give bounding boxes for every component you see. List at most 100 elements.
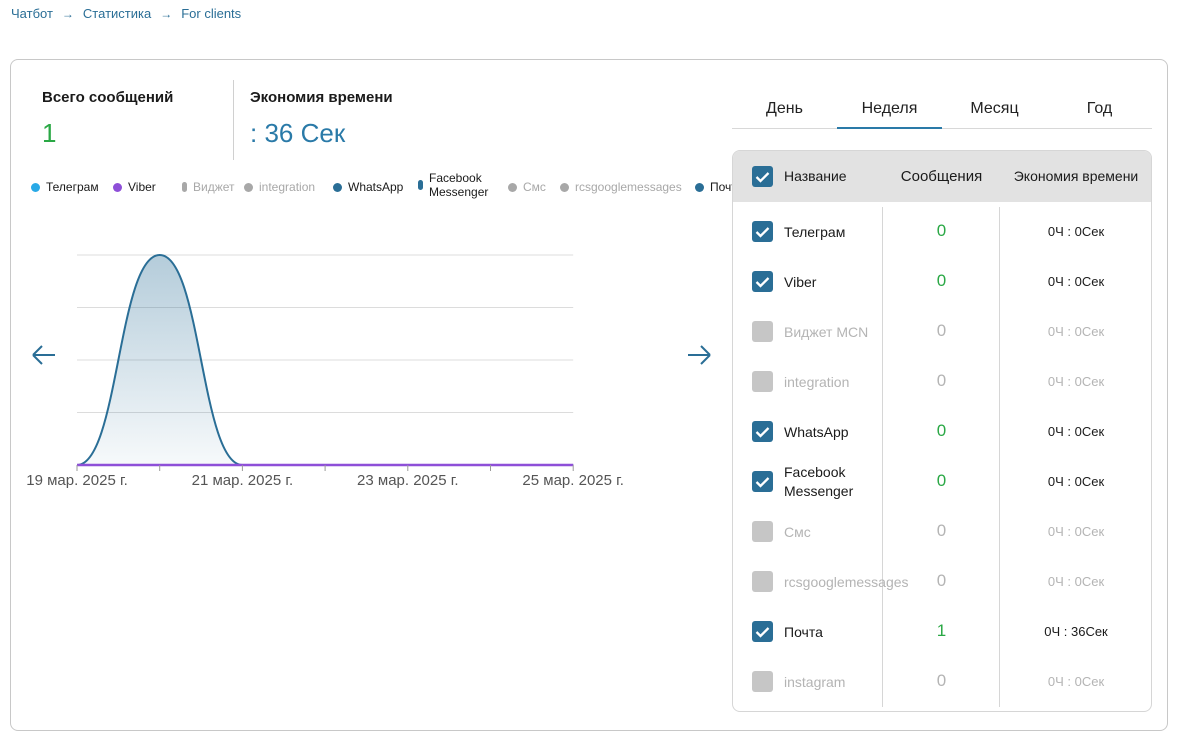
select-all-checkbox[interactable] bbox=[752, 166, 773, 187]
row-checkbox[interactable] bbox=[752, 321, 773, 342]
legend-item[interactable]: Viber bbox=[113, 179, 156, 195]
row-checkbox[interactable] bbox=[752, 471, 773, 492]
legend-label: rcsgooglemessages bbox=[575, 180, 682, 194]
x-tick-label: 19 мар. 2025 г. bbox=[26, 472, 128, 489]
legend-marker bbox=[418, 180, 423, 190]
row-name: rcsgooglemessages bbox=[784, 574, 909, 590]
row-checkbox[interactable] bbox=[752, 421, 773, 442]
row-messages: 0 bbox=[936, 471, 947, 490]
breadcrumb-current[interactable]: For clients bbox=[181, 6, 242, 21]
period-tabs: День Неделя Месяц Год bbox=[732, 90, 1152, 129]
row-saving: 0Ч : 0Сек bbox=[1047, 324, 1105, 339]
row-checkbox[interactable] bbox=[752, 221, 773, 242]
row-messages: 0 bbox=[936, 421, 947, 440]
checkmark-icon bbox=[755, 626, 770, 638]
row-name: Почта bbox=[784, 624, 823, 640]
row-name: Телеграм bbox=[784, 224, 846, 240]
x-tick-label: 21 мар. 2025 г. bbox=[192, 472, 294, 489]
legend-label: Facebook Messenger bbox=[429, 172, 489, 199]
row-messages: 0 bbox=[936, 571, 947, 590]
legend-label: Телеграм bbox=[46, 180, 99, 194]
checkmark-icon bbox=[755, 476, 770, 488]
table-row: Телеграм 0 0Ч : 0Сек bbox=[733, 207, 1151, 257]
legend-item[interactable]: integration bbox=[244, 179, 315, 195]
row-saving: 0Ч : 0Сек bbox=[1047, 274, 1105, 289]
table-row: Виджет MCN 0 0Ч : 0Сек bbox=[733, 307, 1151, 357]
legend-label: Виджет bbox=[193, 180, 235, 194]
table-row: instagram 0 0Ч : 0Сек bbox=[733, 657, 1151, 707]
row-name: instagram bbox=[784, 674, 846, 690]
table-row: integration 0 0Ч : 0Сек bbox=[733, 357, 1151, 407]
tab-2[interactable]: Месяц bbox=[970, 100, 1019, 117]
legend-item[interactable]: Почта bbox=[695, 179, 736, 195]
row-name: Смс bbox=[784, 524, 811, 540]
row-checkbox[interactable] bbox=[752, 371, 773, 392]
tab-3[interactable]: Год bbox=[1086, 100, 1113, 117]
row-saving: 0Ч : 36Сек bbox=[1044, 624, 1108, 639]
legend-item[interactable]: Виджет bbox=[182, 179, 235, 195]
legend-item[interactable]: Телеграм bbox=[31, 179, 99, 195]
total-messages-block: Всего сообщений 1 bbox=[42, 89, 173, 149]
header-name: Название bbox=[784, 168, 847, 184]
legend-marker bbox=[560, 182, 569, 192]
row-saving: 0Ч : 0Сек bbox=[1047, 474, 1105, 489]
x-tick-label: 23 мар. 2025 г. bbox=[357, 472, 459, 489]
row-saving: 0Ч : 0Сек bbox=[1047, 424, 1105, 439]
table-row: Смс 0 0Ч : 0Сек bbox=[733, 507, 1151, 557]
arrow-right-small-icon: → bbox=[61, 6, 74, 21]
legend-marker bbox=[695, 182, 704, 192]
legend-label: Смс bbox=[523, 180, 546, 194]
checkmark-icon bbox=[755, 276, 770, 288]
activity-chart: 19 мар. 2025 г. 21 мар. 2025 г. 23 мар. 20… bbox=[26, 253, 711, 489]
row-checkbox[interactable] bbox=[752, 271, 773, 292]
row-messages: 1 bbox=[936, 621, 947, 640]
table-row: WhatsApp 0 0Ч : 0Сек bbox=[733, 407, 1151, 457]
legend-marker bbox=[508, 182, 517, 192]
time-saving-value: : 36 Сек bbox=[250, 118, 346, 148]
row-saving: 0Ч : 0Сек bbox=[1047, 374, 1105, 389]
time-saving-label: Экономия времени bbox=[250, 89, 393, 106]
column-divider bbox=[999, 207, 1000, 707]
breadcrumb-statistics[interactable]: Статистика bbox=[82, 6, 152, 21]
row-name: Viber bbox=[784, 274, 817, 290]
checkmark-icon bbox=[755, 226, 770, 238]
row-checkbox[interactable] bbox=[752, 521, 773, 542]
row-messages: 0 bbox=[936, 321, 947, 340]
row-saving: 0Ч : 0Сек bbox=[1047, 674, 1105, 689]
row-name: integration bbox=[784, 374, 850, 390]
row-messages: 0 bbox=[936, 221, 947, 240]
legend-label: integration bbox=[259, 180, 316, 194]
chart-legend: Телеграм Viber Виджет integration WhatsApp Fa… bbox=[31, 172, 736, 206]
legend-label: WhatsApp bbox=[348, 180, 404, 194]
row-checkbox[interactable] bbox=[752, 571, 773, 592]
legend-item[interactable]: rcsgooglemessages bbox=[560, 179, 682, 195]
breadcrumb-chatbot[interactable]: Чатбот bbox=[11, 6, 53, 21]
time-saving-block: Экономия времени : 36 Сек bbox=[250, 89, 393, 149]
legend-label: Почта bbox=[710, 180, 736, 194]
table-row: Facebook Messenger 0 0Ч : 0Сек bbox=[733, 457, 1151, 507]
row-name: Виджет MCN bbox=[784, 324, 869, 340]
row-messages: 0 bbox=[936, 271, 947, 290]
legend-item[interactable]: WhatsApp bbox=[333, 179, 403, 195]
tab-1[interactable]: Неделя bbox=[837, 90, 942, 129]
header-saving: Экономия времени bbox=[1013, 168, 1139, 184]
legend-item[interactable]: Facebook Messenger bbox=[418, 172, 491, 199]
arrow-right-icon[interactable] bbox=[688, 345, 711, 365]
row-messages: 0 bbox=[936, 371, 947, 390]
row-saving: 0Ч : 0Сек bbox=[1047, 524, 1105, 539]
tab-0[interactable]: День bbox=[766, 100, 803, 117]
legend-marker bbox=[113, 182, 122, 192]
legend-item[interactable]: Смс bbox=[508, 179, 546, 195]
row-checkbox[interactable] bbox=[752, 621, 773, 642]
table-row: Почта 1 0Ч : 36Сек bbox=[733, 607, 1151, 657]
checkmark-icon bbox=[755, 426, 770, 438]
row-name: Facebook Messenger bbox=[784, 464, 854, 499]
row-saving: 0Ч : 0Сек bbox=[1047, 574, 1105, 589]
legend-marker bbox=[182, 182, 187, 192]
table-row: rcsgooglemessages 0 0Ч : 0Сек bbox=[733, 557, 1151, 607]
series-area bbox=[77, 255, 574, 465]
legend-marker bbox=[333, 182, 342, 192]
arrow-left-icon[interactable] bbox=[32, 345, 55, 365]
row-checkbox[interactable] bbox=[752, 671, 773, 692]
breadcrumb: Чатбот → Статистика → For clients bbox=[11, 6, 241, 21]
